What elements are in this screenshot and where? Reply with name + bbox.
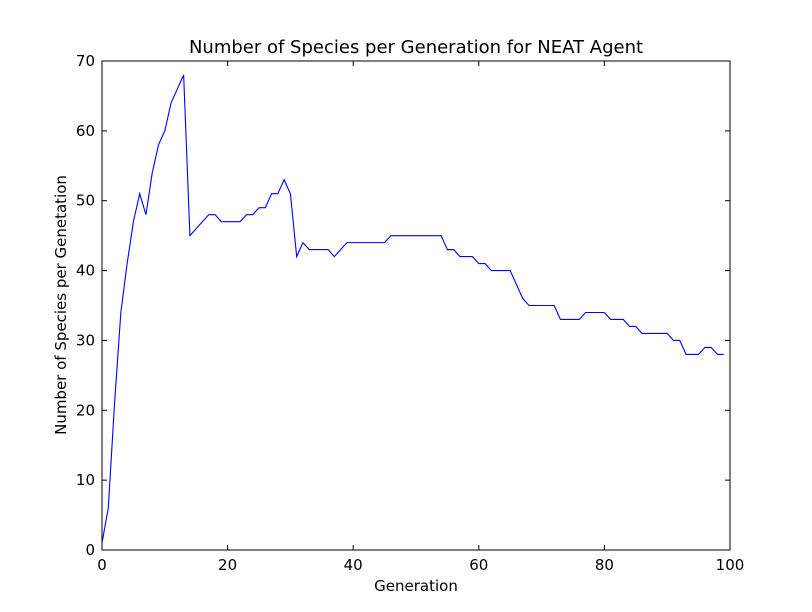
y-tick-label: 40	[76, 262, 95, 280]
axis-ticks	[101, 60, 731, 551]
y-tick-label: 20	[76, 401, 95, 419]
axis-tick-labels: 0 20 40 60 80 100 0 10 20 30 40 50 60 70	[76, 52, 744, 574]
chart-title: Number of Species per Generation for NEA…	[189, 37, 643, 58]
y-tick-label: 60	[76, 122, 95, 140]
y-tick-label: 50	[76, 192, 95, 210]
x-tick-label: 100	[716, 556, 745, 574]
y-tick-label: 70	[76, 52, 95, 70]
y-axis-title: Number of Species per Genetation	[52, 175, 70, 435]
x-tick-label: 80	[595, 556, 614, 574]
x-tick-label: 60	[469, 556, 488, 574]
plot-area-frame	[101, 60, 731, 551]
y-tick-label: 0	[85, 541, 95, 559]
y-tick-label: 30	[76, 331, 95, 349]
series-line	[101, 74, 724, 544]
y-tick-label: 10	[76, 471, 95, 489]
x-tick-label: 40	[344, 556, 363, 574]
x-axis-title: Generation	[374, 577, 458, 595]
x-tick-label: 0	[97, 556, 107, 574]
x-tick-label: 20	[218, 556, 237, 574]
